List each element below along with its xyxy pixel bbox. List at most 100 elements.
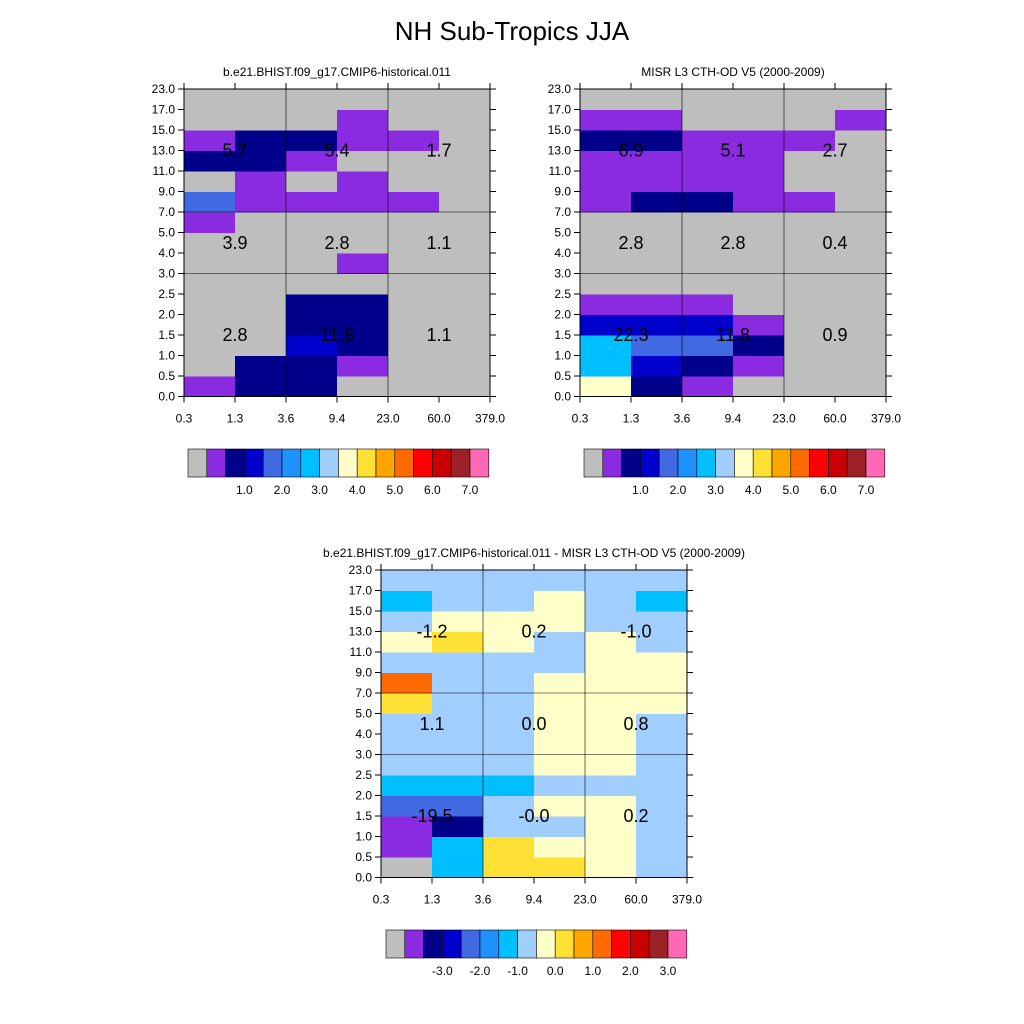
heatmap-cell (286, 273, 338, 295)
heatmap-cell (184, 232, 236, 254)
x-tick-label: 1.3 (623, 412, 640, 426)
heatmap-cell (835, 314, 887, 336)
colorbar-label: 2.0 (670, 483, 687, 497)
cell-annotation: -1.2 (416, 622, 447, 642)
heatmap-cell (534, 775, 586, 796)
y-tick-label: 7.0 (554, 205, 571, 219)
colorbar-swatch (281, 448, 302, 478)
heatmap-cell (439, 376, 491, 397)
colorbar-swatch (517, 929, 537, 959)
y-tick-label: 9.0 (355, 666, 372, 680)
heatmap-cell (631, 171, 683, 192)
heatmap-cell (381, 713, 433, 735)
heatmap-cell (483, 734, 535, 755)
heatmap-cell (636, 672, 688, 694)
colorbar-swatch (715, 448, 735, 478)
x-tick-label: 1.3 (424, 893, 441, 907)
heatmap-cell (381, 857, 433, 878)
colorbar-swatch (602, 448, 622, 478)
heatmap-cell (682, 253, 734, 274)
colorbar-swatch (865, 448, 886, 478)
y-tick-label: 1.0 (554, 349, 571, 363)
heatmap-cell (337, 314, 389, 336)
y-tick-label: 5.0 (355, 707, 372, 721)
heatmap-cell (337, 273, 389, 295)
colorbar-swatch (432, 448, 452, 478)
colorbar-swatch (846, 448, 867, 478)
y-tick-label: 17.0 (548, 103, 572, 117)
colorbar-swatch (592, 929, 612, 959)
heatmap-cell (636, 713, 688, 735)
heatmap-cell (636, 734, 688, 755)
heatmap-cell (733, 273, 785, 295)
x-tick-label: 1.3 (227, 412, 244, 426)
heatmap-cell (784, 376, 836, 397)
heatmap-cell (337, 232, 389, 254)
heatmap-cell (534, 734, 586, 755)
y-tick-label: 3.0 (355, 748, 372, 762)
heatmap-cell (235, 191, 287, 213)
heatmap-cell (388, 191, 440, 213)
y-tick-label: 1.0 (158, 349, 175, 363)
cell-annotation: 5.1 (720, 141, 745, 161)
heatmap-cell (733, 314, 785, 336)
heatmap-cell (483, 570, 535, 591)
heatmap-cell (483, 775, 535, 796)
y-tick-label: 0.5 (355, 850, 372, 864)
heatmap-cell (784, 191, 836, 213)
heatmap-cell (388, 294, 440, 315)
heatmap-cell (534, 836, 586, 858)
heatmap-panel-2: 0.0 0.5 1.0 1.5 2.0 2.5 3.0 4.0 5.0 7.0 9.0 11.0 13.… (548, 65, 902, 497)
heatmap-cell (835, 171, 887, 192)
heatmap-cell (631, 273, 683, 295)
y-tick-label: 2.5 (554, 287, 571, 301)
heatmap-cell (184, 376, 236, 397)
heatmap-cell (636, 795, 688, 817)
colorbar-label: 5.0 (386, 483, 403, 497)
cell-annotation: 1.1 (426, 325, 451, 345)
y-tick-label: 1.5 (554, 328, 571, 342)
heatmap-cell (184, 335, 236, 356)
heatmap-cell (388, 89, 440, 110)
cell-annotation: 0.9 (822, 325, 847, 345)
y-tick-label: 3.0 (158, 267, 175, 281)
heatmap-cell (631, 376, 683, 397)
heatmap-cell (381, 590, 433, 612)
heatmap-cell (184, 273, 236, 295)
heatmap-cell (631, 109, 683, 131)
cell-annotation: 5.4 (324, 141, 349, 161)
heatmap-cell (580, 253, 632, 274)
heatmap-cell (682, 355, 734, 377)
heatmap-cell (483, 836, 535, 858)
colorbar-label: 3.0 (660, 964, 677, 978)
y-tick-label: 15.0 (349, 604, 373, 618)
figure-title: NH Sub-Tropics JJA (394, 16, 630, 46)
colorbar-label: 1.0 (632, 483, 649, 497)
heatmap-cell (534, 672, 586, 694)
x-tick-label: 9.4 (329, 412, 346, 426)
colorbar-swatch (262, 448, 283, 478)
heatmap-cell (439, 109, 491, 131)
heatmap-cell (184, 150, 236, 172)
colorbar-swatch (394, 448, 414, 478)
heatmap-cell (235, 253, 287, 274)
heatmap-cell (534, 590, 586, 612)
y-tick-label: 5.0 (554, 226, 571, 240)
colorbar-swatch (809, 448, 829, 478)
x-tick-label: 0.3 (572, 412, 589, 426)
y-tick-label: 5.0 (158, 226, 175, 240)
colorbar-swatch (536, 929, 556, 959)
heatmap-cell (432, 713, 484, 735)
heatmap-cell (580, 150, 632, 172)
heatmap-cell (682, 171, 734, 192)
heatmap-cell (585, 611, 637, 632)
cell-annotation: 5.7 (222, 141, 247, 161)
heatmap-cell (439, 335, 491, 356)
heatmap-cell (381, 795, 433, 817)
colorbar-label: 1.0 (236, 483, 253, 497)
x-tick-label: 379.0 (871, 412, 901, 426)
cell-annotation: 11.8 (320, 325, 354, 345)
heatmap-cell (631, 335, 683, 356)
heatmap-cell (784, 273, 836, 295)
heatmap-cell (733, 171, 785, 192)
